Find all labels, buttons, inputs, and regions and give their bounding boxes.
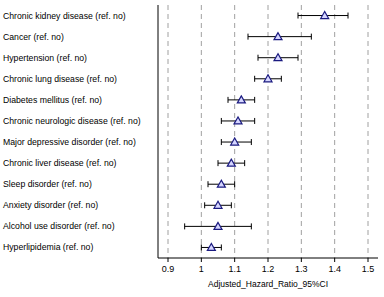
x-axis bbox=[158, 258, 378, 259]
category-label: Diabetes mellitus (ref. no) bbox=[3, 95, 102, 105]
grid-line bbox=[201, 5, 202, 258]
ci-cap bbox=[251, 139, 252, 145]
x-axis-title: Adjusted_Hazard_Ratio_95%CI bbox=[208, 279, 328, 289]
category-label: Major depressive disorder (ref. no) bbox=[3, 137, 136, 147]
tick-label: 1.4 bbox=[328, 264, 341, 274]
point bbox=[207, 243, 215, 250]
point bbox=[274, 54, 282, 61]
y-axis bbox=[158, 5, 159, 258]
category-label: Chronic kidney disease (ref. no) bbox=[3, 11, 126, 21]
tick-label: 1.3 bbox=[295, 264, 308, 274]
ci-cap bbox=[201, 244, 202, 250]
chart: 0.9 1 1.1 1.2 1.3 1.4 1.5 Chronic kidney diseas… bbox=[0, 0, 384, 297]
point bbox=[214, 201, 222, 208]
marks bbox=[185, 12, 348, 251]
ci-cap bbox=[184, 223, 185, 229]
error-bar bbox=[255, 76, 282, 82]
category-label: Hypertension (ref. no) bbox=[3, 53, 87, 63]
error-bar bbox=[228, 97, 255, 103]
error-bar bbox=[185, 223, 252, 229]
error-bar bbox=[201, 244, 221, 250]
point bbox=[217, 180, 225, 187]
tick bbox=[301, 258, 302, 262]
tick bbox=[234, 258, 235, 262]
grid-line bbox=[334, 5, 335, 258]
ci-cap bbox=[244, 160, 245, 166]
category-label: Sleep disorder (ref. no) bbox=[3, 179, 92, 189]
error-bar bbox=[208, 181, 235, 187]
grid-line bbox=[234, 5, 235, 258]
category-label: Chronic liver disease (ref. no) bbox=[3, 158, 117, 168]
point bbox=[234, 117, 242, 124]
point bbox=[231, 138, 239, 145]
ci-cap bbox=[218, 160, 219, 166]
tick-label: 0.9 bbox=[162, 264, 175, 274]
error-bar bbox=[205, 202, 232, 208]
tick bbox=[368, 258, 369, 262]
ci-cap bbox=[221, 118, 222, 124]
tick bbox=[268, 258, 269, 262]
error-bar bbox=[298, 13, 348, 19]
ci-cap bbox=[221, 244, 222, 250]
ci-cap bbox=[251, 223, 252, 229]
tick-label: 1 bbox=[199, 264, 204, 274]
ci-cap bbox=[281, 76, 282, 82]
error-bar bbox=[258, 55, 298, 61]
tick-label: 1.5 bbox=[362, 264, 375, 274]
error-bar bbox=[218, 160, 245, 166]
point bbox=[237, 96, 245, 103]
grid-line bbox=[301, 5, 302, 258]
error-bar bbox=[221, 118, 254, 124]
ci-cap bbox=[298, 55, 299, 61]
ci-cap bbox=[254, 97, 255, 103]
point bbox=[274, 33, 282, 40]
ci-cap bbox=[221, 139, 222, 145]
ci-cap bbox=[228, 97, 229, 103]
category-label: Chronic lung disease (ref. no) bbox=[3, 74, 117, 84]
point bbox=[227, 159, 235, 166]
category-label: Alcohol use disorder (ref. no) bbox=[3, 221, 115, 231]
ci-cap bbox=[204, 202, 205, 208]
grid-line bbox=[168, 5, 169, 258]
ci-cap bbox=[254, 76, 255, 82]
tick bbox=[168, 258, 169, 262]
tick bbox=[334, 258, 335, 262]
point bbox=[264, 75, 272, 82]
category-label: Anxiety disorder (ref. no) bbox=[3, 200, 98, 210]
point bbox=[214, 222, 222, 229]
grid-line bbox=[368, 5, 369, 258]
error-bar bbox=[248, 34, 311, 40]
ci-cap bbox=[234, 181, 235, 187]
tick bbox=[201, 258, 202, 262]
ci-cap bbox=[348, 13, 349, 19]
grid-line bbox=[268, 5, 269, 258]
ci-cap bbox=[258, 55, 259, 61]
ci-cap bbox=[254, 118, 255, 124]
category-label: Chronic neurologic disease (ref. no) bbox=[3, 116, 141, 126]
ci-cap bbox=[248, 34, 249, 40]
tick-label: 1.1 bbox=[228, 264, 241, 274]
point bbox=[321, 12, 329, 19]
category-label: Cancer (ref. no) bbox=[3, 32, 64, 42]
tick-label: 1.2 bbox=[262, 264, 275, 274]
ci-cap bbox=[208, 181, 209, 187]
category-label: Hyperlipidemia (ref. no) bbox=[3, 242, 93, 252]
ci-cap bbox=[231, 202, 232, 208]
ci-cap bbox=[311, 34, 312, 40]
error-bar bbox=[221, 139, 251, 145]
ci-cap bbox=[298, 13, 299, 19]
